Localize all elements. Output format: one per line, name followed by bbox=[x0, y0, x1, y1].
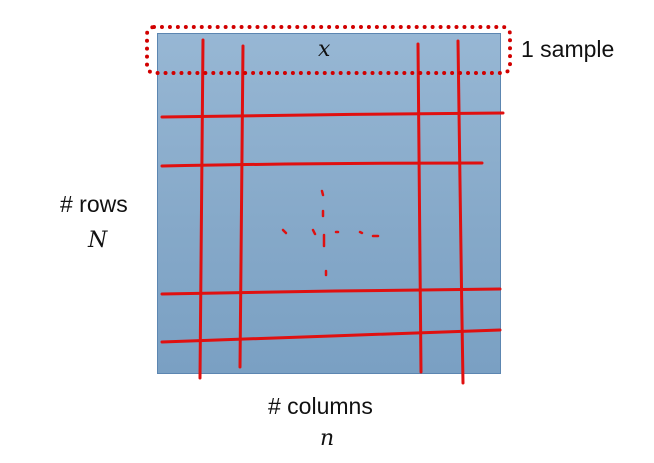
sample-label: 1 sample bbox=[521, 36, 615, 62]
columns-label: # columns bbox=[268, 393, 373, 419]
sample-highlight-box bbox=[145, 25, 512, 75]
sample-variable: x bbox=[318, 37, 331, 62]
columns-variable: n bbox=[320, 426, 335, 451]
rows-variable: N bbox=[88, 228, 108, 253]
data-matrix bbox=[157, 33, 501, 374]
rows-label: # rows bbox=[60, 191, 128, 217]
